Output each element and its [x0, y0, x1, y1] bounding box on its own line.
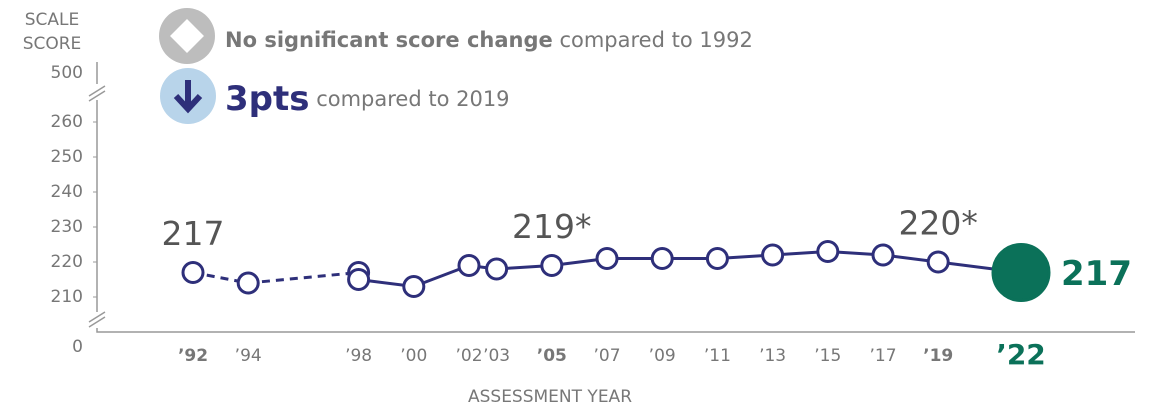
- y-tick-label: 250: [51, 147, 83, 167]
- x-tick-label: ’05: [537, 346, 567, 366]
- y-tick-label: 260: [51, 112, 83, 132]
- y-tick-label: 0: [72, 337, 83, 357]
- axes: [88, 62, 1135, 333]
- point: [181, 261, 205, 284]
- series-line: [358, 249, 1022, 289]
- y-tick-label: 240: [51, 182, 83, 202]
- point: [402, 275, 426, 298]
- point: [457, 254, 481, 277]
- y-tick-label: 220: [51, 252, 83, 272]
- value-label: 219*: [512, 207, 592, 246]
- x-tick-label: ’94: [235, 346, 262, 366]
- point: [595, 247, 619, 270]
- annotation-text: compared to 2019: [316, 87, 509, 111]
- value-label: 217: [1061, 254, 1132, 294]
- axis-break: [88, 85, 106, 328]
- annotation: 3pts compared to 2019: [225, 79, 510, 119]
- x-tick-label: ’15: [814, 346, 841, 366]
- x-tick-label: ’09: [649, 346, 676, 366]
- point: [705, 247, 729, 270]
- axis-line: [96, 62, 1135, 333]
- y-axis-label: SCALE: [25, 10, 80, 30]
- value-label: 220*: [898, 204, 978, 243]
- y-tick-label: 500: [51, 63, 83, 83]
- x-tick-label: ’92: [178, 346, 208, 366]
- series-line: [192, 271, 359, 285]
- annotation-bold: No significant score change: [225, 28, 553, 52]
- icon: [173, 80, 203, 114]
- y-axis-label: SCORE: [23, 34, 82, 54]
- annotation-bold: 3pts: [225, 79, 310, 119]
- x-tick-label: ’22: [996, 338, 1046, 371]
- point: [485, 257, 509, 281]
- point: [926, 250, 950, 274]
- x-tick-label: ’19: [923, 346, 953, 366]
- x-axis-label: ASSESSMENT YEAR: [468, 387, 632, 407]
- icon: [170, 19, 204, 53]
- value-label: 217: [162, 214, 225, 253]
- x-tick-label: ’17: [869, 346, 896, 366]
- point: [816, 240, 840, 263]
- y-tick-label: 210: [51, 287, 83, 307]
- point: [347, 268, 371, 291]
- point: [871, 243, 895, 267]
- point: [236, 271, 260, 295]
- x-tick-label: ’07: [593, 346, 620, 366]
- y-tick-label: 230: [51, 217, 83, 237]
- x-tick-label: ’02: [455, 346, 482, 366]
- x-tick-label: ’98: [345, 346, 372, 366]
- x-tick-label: ’11: [704, 346, 731, 366]
- annotation-text: compared to 1992: [559, 28, 752, 52]
- annotation: No significant score change compared to …: [225, 28, 753, 52]
- x-tick-label: ’13: [759, 346, 786, 366]
- point: [540, 254, 564, 277]
- x-tick-label: ’03: [483, 346, 510, 366]
- point: [761, 243, 785, 267]
- x-tick-label: ’00: [400, 346, 427, 366]
- point: [650, 247, 674, 270]
- final-point: [991, 243, 1051, 302]
